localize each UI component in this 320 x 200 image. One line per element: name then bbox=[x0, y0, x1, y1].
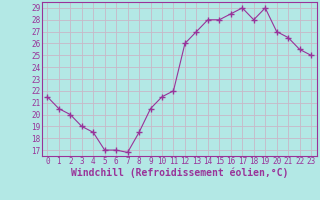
X-axis label: Windchill (Refroidissement éolien,°C): Windchill (Refroidissement éolien,°C) bbox=[70, 168, 288, 178]
